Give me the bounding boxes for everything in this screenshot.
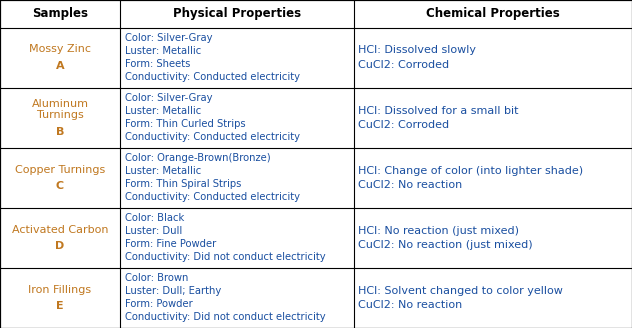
Text: Color: Silver-Gray
Luster: Metallic
Form: Thin Curled Strips
Conductivity: Condu: Color: Silver-Gray Luster: Metallic Form… — [125, 93, 300, 142]
Text: Color: Brown
Luster: Dull; Earthy
Form: Powder
Conductivity: Did not conduct ele: Color: Brown Luster: Dull; Earthy Form: … — [125, 273, 325, 322]
Text: Iron Fillings: Iron Fillings — [28, 285, 92, 295]
Text: Color: Silver-Gray
Luster: Metallic
Form: Sheets
Conductivity: Conducted electri: Color: Silver-Gray Luster: Metallic Form… — [125, 33, 300, 82]
Text: HCl: No reaction (just mixed)
CuCl2: No reaction (just mixed): HCl: No reaction (just mixed) CuCl2: No … — [358, 226, 533, 250]
Text: B: B — [56, 127, 64, 137]
Text: C: C — [56, 181, 64, 191]
Text: A: A — [56, 61, 64, 71]
Text: HCl: Change of color (into lighter shade)
CuCl2: No reaction: HCl: Change of color (into lighter shade… — [358, 166, 583, 190]
Text: HCl: Solvent changed to color yellow
CuCl2: No reaction: HCl: Solvent changed to color yellow CuC… — [358, 286, 563, 310]
Text: Chemical Properties: Chemical Properties — [426, 8, 560, 20]
Text: Color: Black
Luster: Dull
Form: Fine Powder
Conductivity: Did not conduct electr: Color: Black Luster: Dull Form: Fine Pow… — [125, 213, 325, 262]
Text: Physical Properties: Physical Properties — [173, 8, 301, 20]
Text: HCl: Dissolved for a small bit
CuCl2: Corroded: HCl: Dissolved for a small bit CuCl2: Co… — [358, 106, 519, 130]
Text: Activated Carbon: Activated Carbon — [12, 225, 108, 235]
Text: Mossy Zinc: Mossy Zinc — [29, 45, 91, 54]
Text: E: E — [56, 301, 64, 311]
Text: Copper Turnings: Copper Turnings — [15, 165, 105, 174]
Text: HCl: Dissolved slowly
CuCl2: Corroded: HCl: Dissolved slowly CuCl2: Corroded — [358, 46, 477, 70]
Text: D: D — [56, 241, 64, 251]
Text: Samples: Samples — [32, 8, 88, 20]
Text: Aluminum: Aluminum — [32, 99, 88, 109]
Text: Color: Orange-Brown(Bronze)
Luster: Metallic
Form: Thin Spiral Strips
Conductivi: Color: Orange-Brown(Bronze) Luster: Meta… — [125, 153, 300, 202]
Text: Turnings: Turnings — [37, 110, 83, 120]
